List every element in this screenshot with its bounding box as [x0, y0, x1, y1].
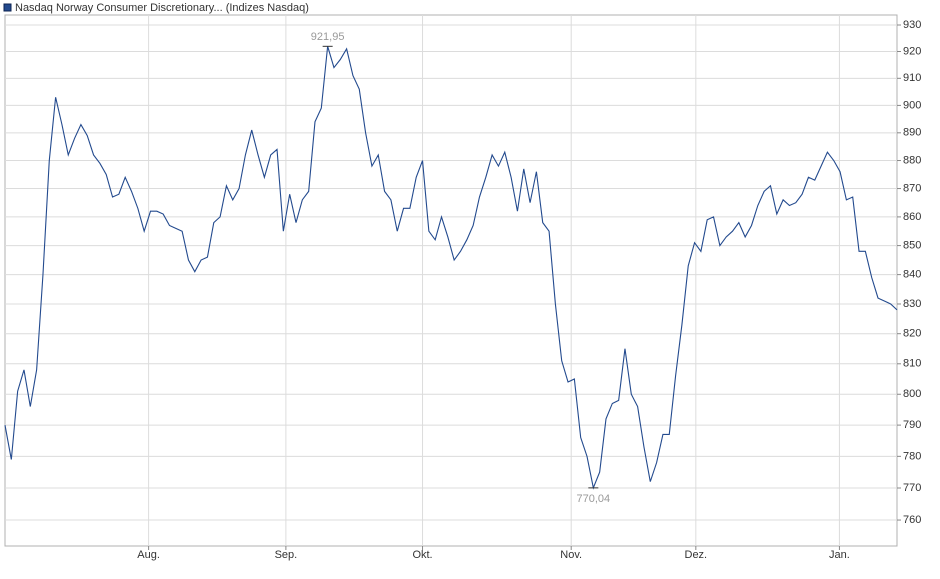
y-tick-label: 890	[903, 127, 921, 139]
x-tick-label: Aug.	[137, 549, 160, 561]
y-tick-label: 870	[903, 182, 921, 194]
y-tick-label: 840	[903, 269, 921, 281]
y-tick-label: 810	[903, 358, 921, 370]
y-tick-label: 920	[903, 45, 921, 57]
annotation-label: 921,95	[311, 31, 345, 43]
y-tick-label: 770	[903, 482, 921, 494]
y-tick-label: 780	[903, 450, 921, 462]
y-tick-label: 860	[903, 211, 921, 223]
y-tick-label: 850	[903, 239, 921, 251]
price-line	[4, 46, 898, 490]
y-tick-label: 830	[903, 298, 921, 310]
y-tick-label: 800	[903, 388, 921, 400]
y-tick-label: 760	[903, 514, 921, 526]
x-tick-label: Sep.	[275, 549, 298, 561]
y-tick-label: 930	[903, 19, 921, 31]
plot-area	[4, 14, 898, 547]
annotation-label: 770,04	[577, 493, 611, 505]
y-tick-label: 820	[903, 328, 921, 340]
x-tick-label: Jan.	[829, 549, 850, 561]
x-tick-label: Okt.	[412, 549, 432, 561]
y-tick-label: 790	[903, 419, 921, 431]
chart-title: Nasdaq Norway Consumer Discretionary... …	[15, 2, 309, 14]
y-tick-label: 910	[903, 72, 921, 84]
x-tick-label: Nov.	[560, 549, 582, 561]
y-tick-label: 880	[903, 154, 921, 166]
y-tick-label: 900	[903, 99, 921, 111]
legend-swatch	[3, 3, 12, 12]
x-tick-label: Dez.	[685, 549, 708, 561]
